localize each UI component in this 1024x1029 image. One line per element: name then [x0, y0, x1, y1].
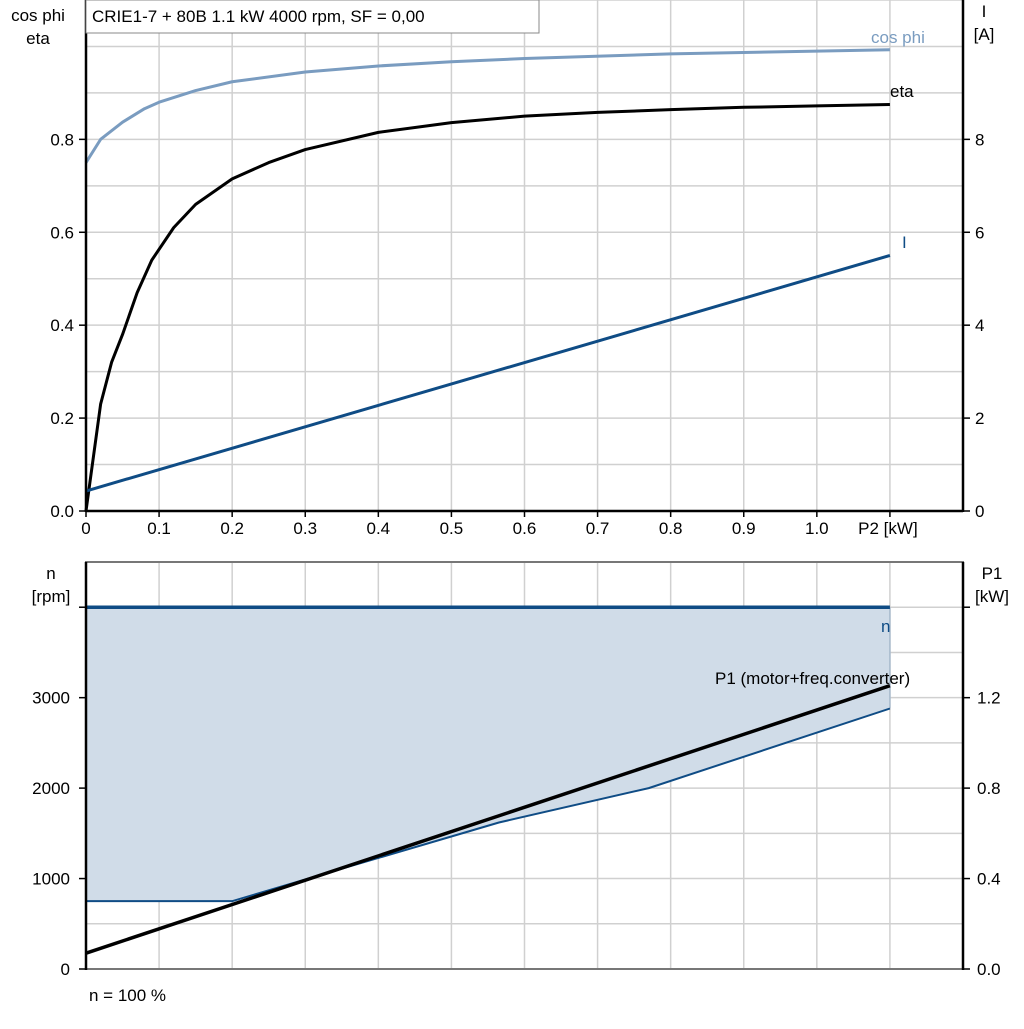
series-label-speed: n [881, 617, 890, 636]
x-tick-label: 0.9 [732, 519, 756, 538]
axes: 0 0.1 0.2 0.3 0.4 0.5 0.6 0.7 0.8 0.9 1.0 P2 [kW] 0.… [32, 0, 1001, 979]
top-right-axis-label-2: [A] [974, 25, 995, 44]
x-tick-label: 0.3 [293, 519, 317, 538]
x-tick-label: 1.0 [805, 519, 829, 538]
left-y-tick-label: 2000 [32, 779, 70, 798]
x-tick-label: P2 [kW] [858, 519, 918, 538]
series-line-min-speed [86, 707, 891, 903]
x-tick-label: 0.4 [367, 519, 391, 538]
speed-percent-note: n = 100 % [89, 986, 166, 1005]
bottom-right-axis-label-2: [kW] [975, 587, 1009, 606]
right-y-tick-label: 1.2 [977, 689, 1001, 708]
series-label-current: I [902, 233, 907, 252]
bottom-left-axis-label-1: n [46, 564, 55, 583]
right-y-tick-label: 0 [975, 502, 984, 521]
series-label-cos-phi: cos phi [871, 28, 925, 47]
right-y-tick-label: 0.4 [977, 870, 1001, 889]
x-tick-label: 0.1 [147, 519, 171, 538]
x-tick-label: 0 [81, 519, 90, 538]
series-line-p1 [85, 684, 891, 955]
right-y-tick-label: 6 [975, 223, 984, 242]
top-grid [86, 0, 964, 511]
chart-title: CRIE1-7 + 80B 1.1 kW 4000 rpm, SF = 0,00 [92, 7, 425, 26]
right-y-tick-label: 8 [975, 130, 984, 149]
x-tick-label: 0.8 [659, 519, 683, 538]
right-y-tick-label: 0.0 [977, 960, 1001, 979]
left-y-tick-label: 0 [61, 960, 70, 979]
left-y-tick-label: 0.6 [50, 223, 74, 242]
right-y-tick-label: 4 [975, 316, 984, 335]
series-label-eta: eta [890, 82, 914, 101]
left-y-tick-label: 3000 [32, 689, 70, 708]
speed-range-area [86, 607, 890, 902]
right-y-tick-label: 2 [975, 409, 984, 428]
series-line-current [85, 254, 891, 493]
series-line-cos-phi [84, 48, 890, 164]
x-tick-label: 0.7 [586, 519, 610, 538]
top-left-axis-label-2: eta [26, 29, 50, 48]
chart-marks [84, 48, 891, 955]
left-y-tick-label: 1000 [32, 870, 70, 889]
left-y-tick-label: 0.8 [50, 130, 74, 149]
x-tick-label: 0.5 [440, 519, 464, 538]
top-right-axis-label-1: I [982, 2, 987, 21]
x-tick-label: 0.6 [513, 519, 537, 538]
series-line-eta [84, 103, 890, 512]
top-left-axis-label-1: cos phi [11, 6, 65, 25]
left-y-tick-label: 0.0 [50, 502, 74, 521]
series-label-p1: P1 (motor+freq.converter) [715, 669, 910, 688]
title-box [85, 0, 540, 34]
x-tick-label: 0.2 [220, 519, 244, 538]
left-y-tick-label: 0.2 [50, 409, 74, 428]
right-y-tick-label: 0.8 [977, 779, 1001, 798]
left-y-tick-label: 0.4 [50, 316, 74, 335]
bottom-left-axis-label-2: [rpm] [32, 587, 71, 606]
bottom-right-axis-label-1: P1 [982, 564, 1003, 583]
